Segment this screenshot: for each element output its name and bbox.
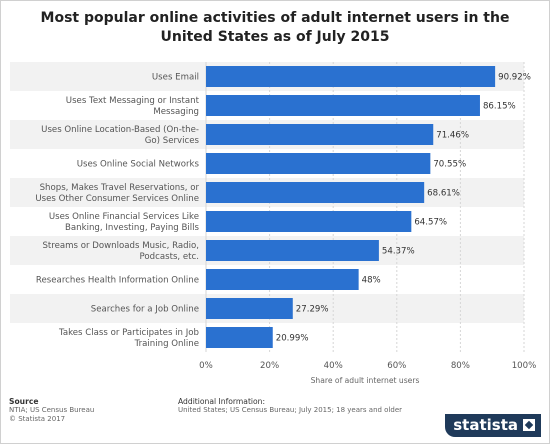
bar: [206, 124, 434, 145]
x-axis-title: Share of adult internet users: [311, 376, 420, 385]
additional-info-block: Additional Information: United States; U…: [178, 397, 402, 415]
chart-title: Most popular online activities of adult …: [40, 10, 510, 45]
source-block: Source NTIA; US Census Bureau © Statista…: [9, 397, 94, 424]
value-label: 54.37%: [382, 247, 415, 257]
bar: [206, 153, 431, 174]
category-label: Streams or Downloads Music, Radio, Podcas…: [42, 241, 199, 262]
category-label-line: Shops, Makes Travel Reservations, or: [40, 183, 200, 193]
copyright-text: © Statista 2017: [9, 415, 66, 423]
category-label-line: Uses Online Financial Services Like: [49, 212, 199, 222]
category-label-line: Uses Online Location-Based (On-the-: [41, 125, 199, 135]
value-label: 71.46%: [436, 131, 469, 141]
category-label-line: Takes Class or Participates in Job: [58, 328, 199, 338]
statista-logo-text: statista: [453, 416, 518, 434]
category-label: Searches for a Job Online: [91, 305, 199, 315]
category-label-line: Training Online: [134, 339, 199, 349]
value-label: 27.29%: [296, 305, 329, 315]
source-heading: Source: [9, 397, 39, 406]
value-label: 20.99%: [276, 334, 309, 344]
x-tick-label: 100%: [512, 361, 537, 371]
bar: [206, 66, 496, 87]
bar: [206, 269, 359, 290]
category-label-line: Banking, Investing, Paying Bills: [65, 223, 200, 233]
category-label: Researches Health Information Online: [36, 276, 199, 286]
x-tick-label: 0%: [199, 361, 213, 371]
bar: [206, 211, 412, 232]
bar: [206, 298, 293, 319]
bar: [206, 182, 425, 203]
category-label: Takes Class or Participates in Job Traini…: [58, 328, 199, 349]
category-label-line: Streams or Downloads Music, Radio,: [42, 241, 199, 251]
additional-info-text: United States; US Census Bureau; July 20…: [178, 406, 403, 414]
source-text: NTIA; US Census Bureau: [9, 406, 95, 414]
x-tick-label: 20%: [260, 361, 279, 371]
category-label-line: Researches Health Information Online: [36, 276, 199, 286]
value-label: 64.57%: [414, 218, 447, 228]
category-label-line: Go) Services: [145, 136, 200, 146]
x-tick-label: 40%: [324, 361, 343, 371]
statista-arrow-icon: [523, 419, 535, 431]
bar: [206, 240, 379, 261]
statista-logo[interactable]: statista: [445, 414, 541, 437]
category-label-line: Uses Email: [152, 73, 199, 83]
value-label: 90.92%: [498, 73, 531, 83]
category-label: Uses Text Messaging or Instant Messaging: [66, 96, 200, 117]
category-label: Uses Online Financial Services Like Banki…: [49, 212, 200, 233]
category-label-line: Uses Text Messaging or Instant: [66, 96, 200, 106]
x-tick-label: 60%: [387, 361, 406, 371]
category-label: Uses Online Location-Based (On-the-Go) S…: [41, 125, 199, 146]
bar: [206, 95, 480, 116]
bar: [206, 327, 273, 348]
category-label: Uses Email: [152, 73, 199, 83]
category-label-line: Messaging: [153, 107, 199, 117]
additional-info-heading: Additional Information:: [178, 397, 266, 406]
category-label: Uses Online Social Networks: [77, 160, 200, 170]
value-label: 86.15%: [483, 102, 516, 112]
category-label-line: Uses Online Social Networks: [77, 160, 200, 170]
category-label-line: Podcasts, etc.: [140, 252, 199, 262]
category-label-line: Uses Other Consumer Services Online: [35, 194, 199, 204]
value-label: 48%: [362, 276, 381, 286]
x-tick-label: 80%: [451, 361, 470, 371]
category-label: Shops, Makes Travel Reservations, or Uses…: [35, 183, 199, 204]
category-label-line: Searches for a Job Online: [91, 305, 199, 315]
value-label: 68.61%: [427, 189, 460, 199]
value-label: 70.55%: [433, 160, 466, 170]
